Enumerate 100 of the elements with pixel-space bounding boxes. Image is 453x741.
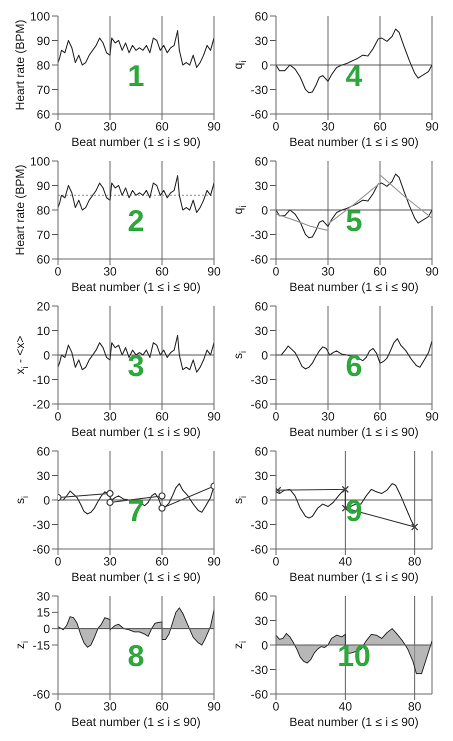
x-tick-label: 30 xyxy=(321,120,335,134)
y-tick-label: 30 xyxy=(254,178,268,193)
x-tick-label: 30 xyxy=(103,410,117,424)
annotation: 8 xyxy=(126,640,146,674)
x-tick-label: 90 xyxy=(425,120,439,134)
x-tick-label: 0 xyxy=(54,700,62,714)
x-tick-label: 40 xyxy=(338,700,352,714)
y-tick-label: -60 xyxy=(250,542,268,556)
x-tick-label: 0 xyxy=(272,120,280,134)
y-tick-label: -10 xyxy=(32,372,50,387)
y-tick-label: 100 xyxy=(30,154,50,168)
y-tick-label: 60 xyxy=(36,252,50,266)
x-tick-label: 60 xyxy=(373,120,387,134)
x-tick-label: 30 xyxy=(103,264,117,279)
x-tick-label: 0 xyxy=(272,554,280,569)
y-tick-label: 90 xyxy=(36,178,50,193)
x-tick-label: 90 xyxy=(207,700,221,714)
x-tick-label: 0 xyxy=(272,410,280,424)
y-tick-label: 30 xyxy=(36,589,50,604)
x-tick-label: 90 xyxy=(425,264,439,279)
x-tick-label: 90 xyxy=(207,120,221,134)
y-tick-label: 30 xyxy=(254,468,268,483)
y-tick-label: -30 xyxy=(250,372,268,387)
y-tick-label: 70 xyxy=(36,82,50,97)
y-tick-label: -60 xyxy=(250,397,268,412)
x-tick-label: 60 xyxy=(155,554,169,569)
y-axis-title: Heart rate (BPM) xyxy=(13,164,27,256)
x-axis-title: Beat number (1 ≤ i ≤ 90) xyxy=(71,280,201,294)
x-tick-label: 60 xyxy=(373,410,387,424)
y-tick-label: 0 xyxy=(261,348,268,362)
x-axis-title: Beat number (1 ≤ i ≤ 90) xyxy=(71,570,201,584)
y-tick-label: -30 xyxy=(250,662,268,677)
y-tick-label: 60 xyxy=(254,299,268,314)
x-axis-title: Beat number (1 ≤ i ≤ 90) xyxy=(71,715,201,729)
y-tick-label: -30 xyxy=(250,518,268,532)
y-tick-label: -15 xyxy=(32,638,50,652)
x-tick-label: 30 xyxy=(103,120,117,134)
y-tick-label: 30 xyxy=(254,614,268,628)
x-tick-label: 90 xyxy=(425,410,439,424)
y-tick-label: -60 xyxy=(250,687,268,702)
annotation: 1 xyxy=(126,60,146,94)
x-tick-label: 0 xyxy=(54,554,62,569)
y-tick-label: -30 xyxy=(250,82,268,97)
y-tick-label: -30 xyxy=(32,518,50,532)
annotation: 3 xyxy=(126,350,146,384)
y-tick-label: 0 xyxy=(43,622,50,636)
annotation: 4 xyxy=(344,60,364,94)
y-tick-label: 30 xyxy=(36,468,50,483)
y-tick-label: 20 xyxy=(36,299,50,314)
x-tick-label: 30 xyxy=(321,264,335,279)
x-tick-label: 0 xyxy=(54,410,62,424)
y-tick-label: 30 xyxy=(254,34,268,48)
x-axis-title: Beat number (1 ≤ i ≤ 90) xyxy=(289,135,419,149)
y-tick-label: 80 xyxy=(36,58,50,72)
y-tick-label: 10 xyxy=(36,324,50,338)
x-tick-label: 90 xyxy=(207,410,221,424)
x-tick-label: 80 xyxy=(408,554,422,569)
y-tick-label: 100 xyxy=(30,9,50,24)
y-tick-label: 0 xyxy=(261,58,268,72)
y-tick-label: 0 xyxy=(43,348,50,362)
y-tick-label: -20 xyxy=(32,397,50,412)
annotation: 2 xyxy=(126,205,146,239)
x-tick-label: 0 xyxy=(54,120,62,134)
x-tick-label: 0 xyxy=(272,700,280,714)
y-tick-label: 70 xyxy=(36,228,50,242)
y-tick-label: 60 xyxy=(254,589,268,604)
y-axis-title: Heart rate (BPM) xyxy=(13,20,27,110)
x-tick-label: 40 xyxy=(338,554,352,569)
x-tick-label: 0 xyxy=(272,264,280,279)
y-tick-label: 80 xyxy=(36,203,50,218)
x-tick-label: 90 xyxy=(207,554,221,569)
x-tick-label: 60 xyxy=(155,700,169,714)
y-tick-label: 60 xyxy=(36,444,50,458)
y-tick-label: -60 xyxy=(250,252,268,266)
y-tick-label: -60 xyxy=(32,687,50,702)
x-tick-label: 60 xyxy=(155,264,169,279)
y-tick-label: 0 xyxy=(261,638,268,652)
y-tick-label: 15 xyxy=(36,606,50,620)
x-axis-title: Beat number (1 ≤ i ≤ 90) xyxy=(71,135,201,149)
y-tick-label: 60 xyxy=(254,444,268,458)
x-tick-label: 30 xyxy=(103,700,117,714)
y-tick-label: 0 xyxy=(261,203,268,218)
x-tick-label: 30 xyxy=(321,410,335,424)
y-tick-label: 30 xyxy=(254,324,268,338)
x-tick-label: 80 xyxy=(408,700,422,714)
x-tick-label: 0 xyxy=(54,264,62,279)
x-tick-label: 60 xyxy=(155,410,169,424)
x-tick-label: 30 xyxy=(103,554,117,569)
y-tick-label: 60 xyxy=(254,9,268,24)
y-tick-label: 90 xyxy=(36,34,50,48)
y-tick-label: 0 xyxy=(43,493,50,508)
x-tick-label: 60 xyxy=(373,264,387,279)
y-tick-label: 60 xyxy=(254,154,268,168)
x-axis-title: Beat number (1 ≤ i ≤ 90) xyxy=(289,570,419,584)
x-axis-title: Beat number (1 ≤ i ≤ 90) xyxy=(71,425,201,439)
x-axis-title: Beat number (1 ≤ i ≤ 90) xyxy=(289,425,419,439)
x-axis-title: Beat number (1 ≤ i ≤ 90) xyxy=(289,715,419,729)
x-tick-label: 90 xyxy=(207,264,221,279)
x-axis-title: Beat number (1 ≤ i ≤ 90) xyxy=(289,280,419,294)
y-tick-label: -60 xyxy=(32,542,50,556)
